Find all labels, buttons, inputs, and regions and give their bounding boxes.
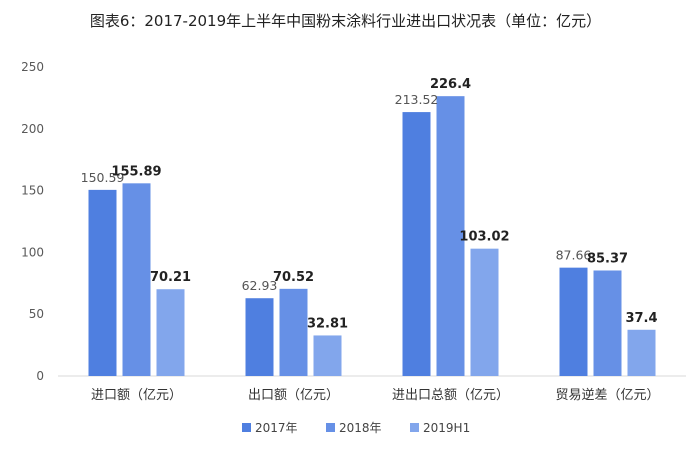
data-label: 155.89 — [111, 164, 161, 179]
legend-swatch — [326, 423, 335, 432]
bar — [627, 329, 656, 376]
bar — [470, 248, 499, 376]
bar — [593, 270, 622, 376]
bar — [245, 298, 274, 376]
legend-label: 2017年 — [255, 421, 298, 435]
legend-swatch — [410, 423, 419, 432]
data-label: 103.02 — [459, 230, 509, 245]
legend-label: 2018年 — [339, 421, 382, 435]
y-tick-label: 200 — [21, 122, 44, 136]
category-label: 进口额（亿元） — [91, 388, 182, 403]
category-label: 贸易逆差（亿元） — [555, 387, 659, 403]
bar — [279, 288, 308, 376]
y-tick-label: 250 — [21, 60, 44, 74]
bar — [156, 289, 185, 376]
bar — [402, 112, 431, 376]
chart-title: 图表6：2017-2019年上半年中国粉末涂料行业进出口状况表（单位：亿元） — [89, 12, 602, 30]
y-tick-label: 50 — [29, 307, 44, 321]
data-label: 85.37 — [587, 251, 628, 266]
bar — [88, 189, 117, 376]
data-label: 150.59 — [81, 170, 125, 185]
y-tick-label: 0 — [36, 369, 44, 383]
category-label: 出口额（亿元） — [248, 388, 339, 403]
bar — [313, 335, 342, 376]
bar — [436, 96, 465, 376]
legend-label: 2019H1 — [423, 421, 470, 435]
data-label: 226.4 — [430, 77, 471, 92]
category-labels: 进口额（亿元） 出口额（亿元） 进出口总额（亿元） 贸易逆差（亿元） — [91, 387, 660, 403]
legend: 2017年 2018年 2019H1 — [242, 421, 470, 435]
data-label: 213.52 — [395, 92, 439, 107]
data-label: 32.81 — [307, 316, 348, 331]
bar — [559, 267, 588, 376]
category-label: 进出口总额（亿元） — [392, 388, 509, 403]
data-label: 87.66 — [556, 248, 592, 263]
bar — [122, 183, 151, 376]
y-tick-label: 100 — [21, 245, 44, 259]
bars — [88, 96, 656, 376]
y-axis-ticks: 0 50 100 150 200 250 — [21, 60, 44, 383]
y-tick-label: 150 — [21, 184, 44, 198]
data-label: 70.52 — [273, 270, 314, 285]
legend-swatch — [242, 423, 251, 432]
data-label: 37.4 — [625, 311, 657, 326]
data-label: 62.93 — [242, 278, 278, 293]
data-label: 70.21 — [150, 270, 191, 285]
